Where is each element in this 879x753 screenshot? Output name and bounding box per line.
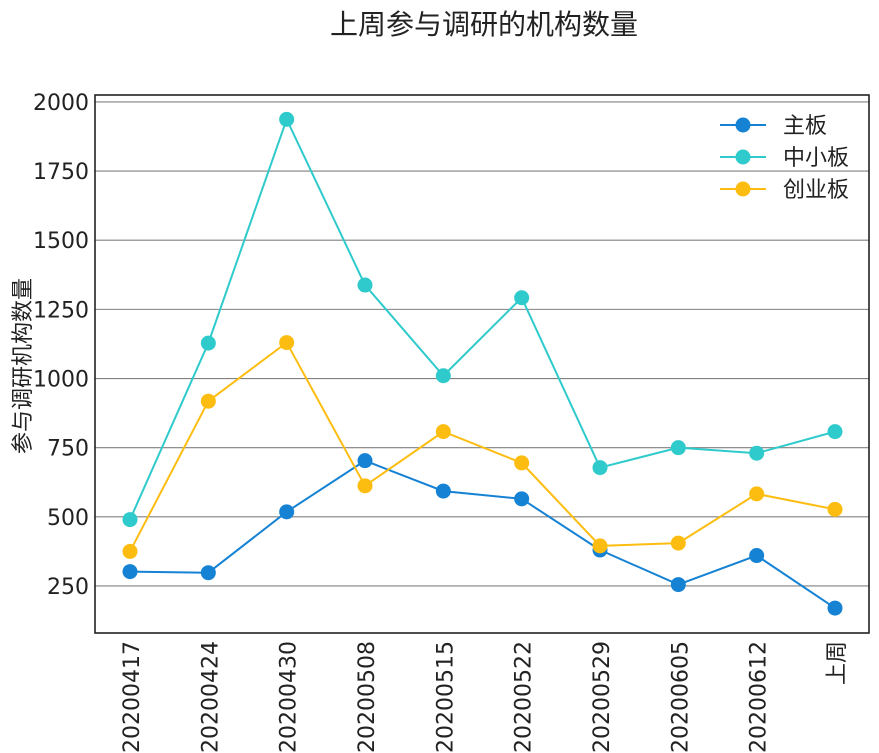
data-point (670, 535, 686, 551)
data-point (279, 111, 295, 127)
series-line (129, 459, 836, 609)
y-tick-label: 1500 (33, 229, 89, 254)
data-point (279, 504, 295, 520)
data-point (670, 440, 686, 456)
legend-item: 中小板 (720, 146, 849, 171)
series-0 (122, 453, 843, 616)
data-point (357, 453, 373, 469)
legend-item: 创业板 (720, 178, 849, 203)
y-axis-label: 参与调研机构数量 (11, 278, 36, 454)
data-point (122, 543, 138, 559)
data-point (749, 486, 765, 502)
data-point (592, 538, 608, 554)
y-tick-label: 1250 (33, 298, 89, 323)
data-point (749, 548, 765, 564)
data-point (514, 290, 530, 306)
legend-label: 创业板 (783, 178, 849, 203)
data-point (827, 501, 843, 517)
series-2 (122, 335, 843, 559)
data-point (200, 393, 216, 409)
data-point (592, 460, 608, 476)
x-tick-label: 20200529 (590, 641, 615, 753)
legend-marker (735, 181, 751, 197)
series-1 (122, 111, 843, 528)
x-tick-label: 20200417 (120, 641, 145, 753)
series-line (129, 341, 836, 552)
data-point (435, 483, 451, 499)
y-tick-label: 1750 (33, 160, 89, 185)
x-tick-label: 20200522 (512, 641, 537, 753)
data-point (122, 512, 138, 528)
legend-item: 主板 (720, 114, 827, 139)
x-tick-label: 20200430 (277, 641, 302, 753)
plot-frame (94, 94, 870, 634)
x-tick-label: 20200605 (668, 641, 693, 753)
data-point (122, 564, 138, 580)
x-tick-label: 20200508 (355, 641, 380, 753)
x-tick-label: 上周 (825, 641, 850, 685)
y-tick-label: 500 (47, 506, 89, 531)
data-point (827, 424, 843, 440)
y-tick-label: 2000 (33, 91, 89, 116)
data-point (435, 424, 451, 440)
y-tick-label: 250 (47, 575, 89, 600)
legend-label: 主板 (783, 114, 827, 139)
x-ticks: 20200417 20200424 20200430 20200508 20200515… (120, 641, 850, 753)
y-ticks: 250 500 750 1000 1250 1500 1750 2000 (33, 91, 89, 600)
x-tick-label: 20200515 (433, 641, 458, 753)
data-point (279, 335, 295, 351)
y-tick-label: 1000 (33, 368, 89, 393)
chart-title: 上周参与调研的机构数量 (330, 8, 638, 41)
x-tick-label: 20200424 (198, 641, 223, 753)
legend-label: 中小板 (783, 146, 849, 171)
data-point (357, 277, 373, 293)
data-point (200, 565, 216, 581)
data-point (749, 445, 765, 461)
data-point (827, 600, 843, 616)
data-point (357, 478, 373, 494)
data-point (514, 455, 530, 471)
series-line (129, 116, 836, 520)
y-tick-label: 750 (47, 437, 89, 462)
data-point (200, 335, 216, 351)
series-layer (122, 111, 843, 616)
x-tick-label: 20200612 (747, 641, 772, 753)
data-point (670, 577, 686, 593)
data-point (435, 368, 451, 384)
legend-marker (735, 117, 751, 133)
data-point (514, 491, 530, 507)
legend-marker (735, 149, 751, 165)
